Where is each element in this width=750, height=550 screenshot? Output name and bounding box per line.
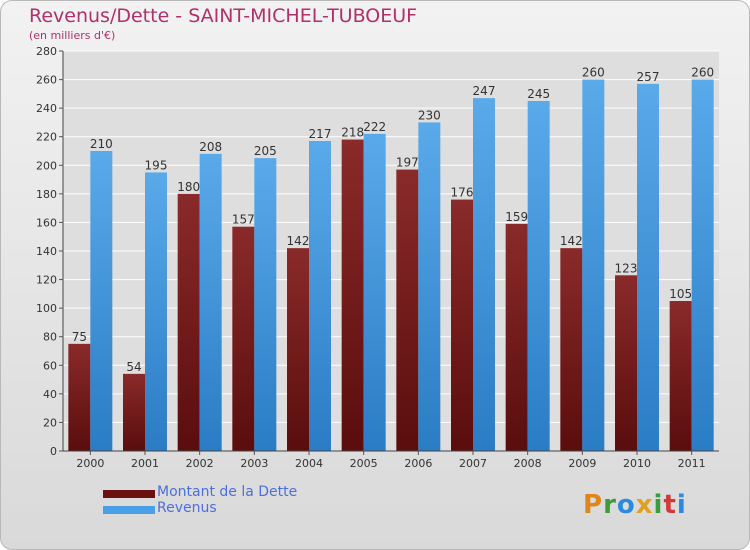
bar-debt (177, 193, 200, 451)
y-tick-label: 280 (36, 45, 57, 58)
bar-revenus (582, 79, 605, 452)
bar-revenus-label: 208 (199, 140, 222, 154)
bar-revenus-label: 210 (90, 137, 113, 151)
y-tick-label: 20 (43, 416, 57, 429)
legend-swatch-debt (103, 490, 155, 498)
bar-revenus-label: 260 (582, 66, 605, 80)
bar-revenus-label: 245 (527, 87, 550, 101)
bars (68, 79, 714, 452)
bar-revenus (254, 158, 277, 451)
x-tick-label: 2011 (678, 457, 706, 470)
bar-revenus (527, 101, 550, 451)
bar-debt-label: 157 (232, 213, 255, 227)
bar-debt-label: 75 (72, 330, 87, 344)
y-tick-label: 260 (36, 74, 57, 87)
bar-revenus-label: 222 (363, 120, 386, 134)
bar-revenus-label: 205 (254, 144, 277, 158)
bar-debt (68, 343, 91, 451)
logo-letter: o (616, 490, 636, 520)
bar-debt (669, 301, 692, 451)
bar-debt-label: 176 (451, 186, 474, 200)
bar-debt-label: 123 (615, 261, 638, 275)
bar-debt-label: 54 (126, 360, 141, 374)
bar-revenus (145, 172, 167, 451)
y-tick-label: 100 (36, 302, 57, 315)
bar-debt (560, 248, 583, 451)
y-tick-label: 40 (43, 388, 57, 401)
bar-debt-label: 159 (505, 210, 528, 224)
bar-debt-label: 142 (287, 234, 310, 248)
bar-revenus-label: 260 (691, 66, 714, 80)
x-tick-label: 2008 (514, 457, 542, 470)
y-tick-label: 60 (43, 359, 57, 372)
bar-debt-label: 218 (341, 126, 364, 140)
y-tick-label: 180 (36, 188, 57, 201)
gridlines (63, 50, 719, 452)
x-tick-label: 2004 (295, 457, 323, 470)
chart-title: Revenus/Dette - SAINT-MICHEL-TUBOEUF (29, 5, 418, 27)
bar-debt (615, 275, 637, 451)
bar-debt (396, 169, 419, 452)
y-tick-label: 240 (36, 102, 57, 115)
logo-letter: t (663, 490, 677, 520)
bar-debt-label: 105 (669, 287, 692, 301)
proxiti-logo: Proxiti (583, 490, 687, 520)
bar-revenus (637, 83, 659, 451)
x-tick-label: 2007 (459, 457, 487, 470)
bar-revenus (363, 133, 386, 451)
bar-revenus-label: 217 (309, 127, 332, 141)
legend-label-debt: Montant de la Dette (157, 484, 298, 500)
y-tick-label: 140 (36, 245, 57, 258)
y-tick-label: 220 (36, 131, 57, 144)
y-tick-label: 0 (50, 445, 57, 458)
bar-revenus (473, 98, 495, 452)
legend-swatch-revenus (103, 506, 155, 514)
logo-letter: x (635, 490, 654, 520)
y-tick-label: 80 (43, 331, 57, 344)
y-tick-label: 160 (36, 216, 57, 229)
logo-letter: P (583, 490, 604, 520)
bar-debt (451, 199, 473, 451)
logo-letter: i (653, 490, 664, 520)
x-tick-label: 2000 (76, 457, 104, 470)
bar-debt (341, 139, 364, 452)
bar-debt (287, 248, 309, 451)
x-tick-label: 2005 (350, 457, 378, 470)
bar-revenus (199, 153, 222, 451)
axes: 0 20 40 60 80 100 120 140 160 180 200 220 240 260 280 2… (36, 45, 719, 470)
bar-revenus-label: 230 (418, 108, 441, 122)
bar-revenus (418, 122, 441, 451)
x-tick-label: 2001 (131, 457, 159, 470)
bar-debt (505, 223, 528, 451)
y-tick-label: 200 (36, 159, 57, 172)
legend-label-revenus: Revenus (157, 500, 217, 516)
y-tick-label: 120 (36, 274, 57, 287)
x-tick-label: 2002 (186, 457, 214, 470)
bar-debt-label: 142 (560, 234, 583, 248)
bar-revenus (691, 79, 714, 452)
logo-letter: r (603, 490, 617, 520)
logo-letter: i (676, 490, 687, 520)
bar-revenus-label: 247 (473, 84, 496, 98)
x-tick-label: 2009 (568, 457, 596, 470)
chart-subtitle: (en milliers d'€) (29, 29, 116, 42)
bar-debt-label: 197 (396, 156, 419, 170)
bar-revenus (309, 141, 331, 451)
bar-debt (123, 373, 145, 451)
x-tick-label: 2010 (623, 457, 651, 470)
bar-debt (232, 226, 255, 451)
bar-revenus (90, 151, 113, 451)
value-labels: 75 210 54 195 180 208 157 205 142 217 218 222 197 230… (72, 66, 714, 374)
bar-revenus-label: 195 (145, 158, 168, 172)
x-tick-label: 2006 (404, 457, 432, 470)
x-tick-label: 2003 (240, 457, 268, 470)
bar-revenus-label: 257 (637, 70, 660, 84)
bar-debt-label: 180 (177, 180, 200, 194)
